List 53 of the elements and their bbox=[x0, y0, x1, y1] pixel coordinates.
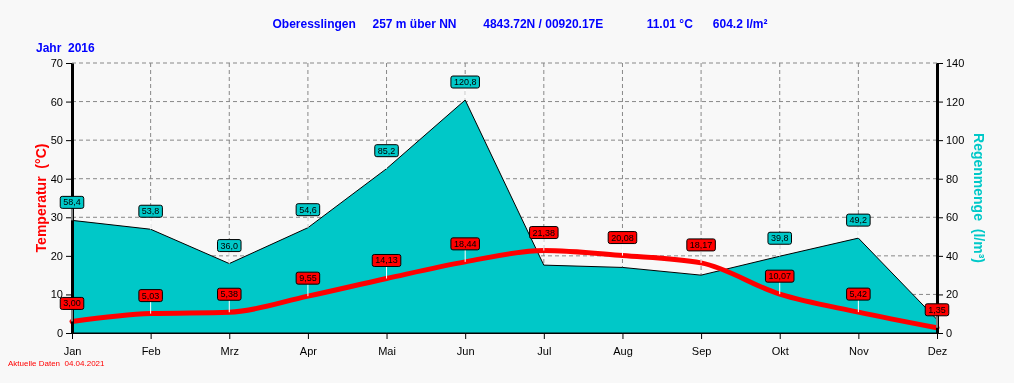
chart-subtitle: Jahr 2016 bbox=[36, 41, 96, 55]
x-tick-label: Okt bbox=[771, 344, 789, 357]
data-label: 39,8 bbox=[770, 233, 789, 244]
y2-tick-label: 80 bbox=[946, 172, 959, 185]
data-label: 5,38 bbox=[220, 289, 239, 300]
data-label: 18,44 bbox=[453, 238, 477, 249]
x-tick-label: Apr bbox=[299, 344, 318, 357]
y-axis-title: Temperatur (°C) bbox=[33, 143, 49, 253]
x-tick-label: Jan bbox=[63, 344, 82, 357]
data-label: 49,2 bbox=[849, 215, 868, 226]
data-label: 18,17 bbox=[689, 239, 713, 250]
y2-tick-label: 20 bbox=[946, 288, 959, 301]
x-tick-label: Jul bbox=[537, 344, 552, 357]
data-label: 14,13 bbox=[375, 255, 398, 266]
y-tick-label: 10 bbox=[50, 288, 63, 301]
x-tick-label: Mrz bbox=[220, 344, 239, 357]
y-tick-label: 30 bbox=[50, 211, 63, 224]
data-label: 21,38 bbox=[532, 227, 556, 238]
text: Aktuelle Daten 04.04.2021 bbox=[8, 359, 106, 368]
y-tick-label: 50 bbox=[50, 134, 63, 147]
data-label: 85,2 bbox=[377, 145, 396, 156]
x-tick-label: Nov bbox=[849, 344, 870, 357]
chart-title: Oberesslingen 257 m über NN 4843.72N / 00920.17E 11.01 °C 604.2 l/m² bbox=[272, 17, 768, 31]
data-label: 10,07 bbox=[768, 271, 791, 282]
y-tick-label: 0 bbox=[56, 327, 63, 340]
y-tick-label: 70 bbox=[50, 57, 63, 70]
y2-tick-label: 60 bbox=[946, 211, 959, 224]
y2-tick-label: 100 bbox=[946, 134, 965, 147]
x-tick-label: Mai bbox=[378, 344, 396, 357]
x-tick-label: Feb bbox=[141, 344, 161, 357]
data-label: 54,6 bbox=[299, 204, 317, 215]
data-label: 5,42 bbox=[849, 289, 868, 300]
x-tick-label: Dez bbox=[927, 344, 948, 357]
x-tick-label: Jun bbox=[456, 344, 475, 357]
y2-axis-title: Regenmenge (l/m³) bbox=[971, 133, 987, 263]
data-label: 1,35 bbox=[928, 304, 946, 315]
data-label: 20,08 bbox=[611, 232, 634, 243]
data-label: 3,00 bbox=[63, 298, 81, 309]
x-tick-label: Sep bbox=[691, 344, 712, 357]
data-label: 5,03 bbox=[141, 290, 160, 301]
data-label: 58,4 bbox=[63, 197, 81, 208]
data-label: 36,0 bbox=[220, 240, 239, 251]
data-label: 9,55 bbox=[299, 273, 317, 284]
y2-tick-label: 0 bbox=[946, 327, 953, 340]
y2-tick-label: 40 bbox=[946, 249, 959, 262]
y2-tick-label: 120 bbox=[946, 95, 965, 108]
data-label: 120,8 bbox=[453, 77, 477, 88]
y-tick-label: 40 bbox=[50, 172, 63, 185]
x-tick-label: Aug bbox=[613, 344, 633, 357]
y-tick-label: 20 bbox=[50, 249, 63, 262]
data-label: 53,8 bbox=[141, 206, 160, 217]
y2-tick-label: 140 bbox=[946, 57, 965, 70]
y-tick-label: 60 bbox=[50, 95, 63, 108]
